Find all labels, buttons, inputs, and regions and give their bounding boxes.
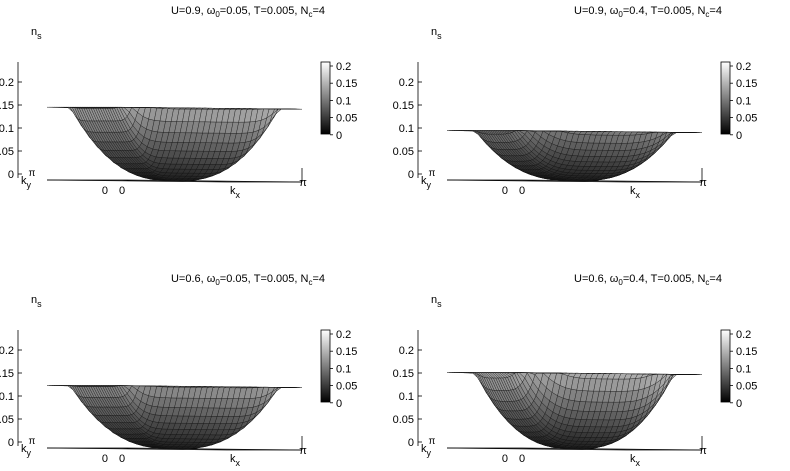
kx-axis-label: kx [630, 453, 641, 466]
kx-tick-0: 0 [519, 453, 525, 465]
ky-tick-pi: π [29, 436, 36, 447]
z-tick-label: 0.1 [0, 123, 14, 135]
z-tick-label: 0.1 [399, 123, 414, 135]
colorbar: 0.2 0.15 0.1 0.05 0 [721, 61, 757, 142]
panel-title: U=0.6, ω0=0.4, T=0.005, Nc=4 [574, 273, 722, 287]
surface-panel-1: U=0.9, ω0=0.05, T=0.005, Nc=40.20.150.10… [0, 5, 357, 200]
kx-tick-pi: π [699, 445, 707, 457]
colorbar-gradient [721, 330, 730, 402]
colorbar-tick-label: 0.05 [736, 113, 757, 125]
colorbar-tick-label: 0.1 [736, 95, 751, 107]
z-tick-label: 0.05 [0, 146, 14, 158]
z-tick-label: 0.05 [393, 146, 414, 158]
ky-tick-0: 0 [102, 453, 108, 465]
colorbar-tick-label: 0 [736, 130, 742, 142]
z-tick-label: 0.05 [0, 414, 14, 426]
kx-tick-pi: π [699, 177, 707, 189]
z-tick-label: 0.1 [0, 391, 14, 403]
z-axis-label: ns [31, 26, 42, 41]
kx-tick-0: 0 [119, 185, 125, 197]
z-tick-label: 0.2 [399, 77, 414, 89]
ky-tick-pi: π [429, 436, 436, 447]
kx-axis-label: kx [230, 185, 241, 200]
colorbar-tick-label: 0.15 [736, 78, 757, 90]
ky-tick-pi: π [429, 168, 436, 179]
surface-mesh [47, 386, 302, 449]
colorbar: 0.2 0.15 0.1 0.05 0 [321, 61, 357, 142]
colorbar-tick-label: 0.05 [336, 113, 357, 125]
z-tick-label: 0 [408, 169, 414, 181]
colorbar-tick-label: 0.1 [736, 363, 751, 375]
z-axis-label: ns [431, 26, 442, 41]
z-tick-label: 0.2 [399, 345, 414, 357]
colorbar-tick-label: 0.2 [736, 61, 751, 73]
surface-panel-3: U=0.6, ω0=0.05, T=0.005, Nc=40.20.150.10… [0, 273, 357, 466]
panel-title: U=0.6, ω0=0.05, T=0.005, Nc=4 [171, 273, 325, 287]
z-tick-label: 0 [408, 437, 414, 449]
surface-mesh [47, 107, 302, 181]
colorbar-tick-label: 0.15 [736, 346, 757, 358]
surface-panel-4: U=0.6, ω0=0.4, T=0.005, Nc=40.20.150.10.… [393, 273, 758, 466]
kx-axis-label: kx [230, 453, 241, 466]
z-tick-label: 0.15 [393, 100, 414, 112]
colorbar-tick-label: 0 [336, 130, 342, 142]
z-tick-label: 0.2 [0, 77, 14, 89]
colorbar-tick-label: 0.15 [336, 78, 357, 90]
colorbar-tick-label: 0.05 [336, 381, 357, 393]
kx-tick-0: 0 [119, 453, 125, 465]
z-tick-label: 0.15 [0, 368, 14, 380]
colorbar-tick-label: 0.05 [736, 381, 757, 393]
colorbar-tick-label: 0.1 [336, 363, 351, 375]
kx-axis-label: kx [630, 185, 641, 200]
colorbar-tick-label: 0.2 [736, 329, 751, 341]
colorbar: 0.2 0.15 0.1 0.05 0 [321, 329, 357, 410]
colorbar-gradient [321, 62, 330, 134]
z-tick-label: 0 [8, 437, 14, 449]
z-tick-label: 0 [8, 169, 14, 181]
z-tick-label: 0.15 [0, 100, 14, 112]
surface-mesh [447, 131, 702, 181]
colorbar-gradient [721, 62, 730, 134]
panel-title: U=0.9, ω0=0.05, T=0.005, Nc=4 [171, 5, 325, 19]
surface-panel-2: U=0.9, ω0=0.4, T=0.005, Nc=40.20.150.10.… [393, 5, 758, 200]
kx-tick-pi: π [299, 445, 307, 457]
z-tick-label: 0.1 [399, 391, 414, 403]
z-axis-label: ns [31, 294, 42, 309]
colorbar-gradient [321, 330, 330, 402]
colorbar-tick-label: 0.2 [336, 61, 351, 73]
kx-tick-0: 0 [519, 185, 525, 197]
colorbar-tick-label: 0 [336, 398, 342, 410]
ky-tick-pi: π [29, 168, 36, 179]
z-tick-label: 0.15 [393, 368, 414, 380]
colorbar-tick-label: 0.1 [336, 95, 351, 107]
kx-tick-pi: π [299, 177, 307, 189]
ky-tick-0: 0 [102, 185, 108, 197]
ky-tick-0: 0 [502, 453, 508, 465]
z-tick-label: 0.2 [0, 345, 14, 357]
colorbar: 0.2 0.15 0.1 0.05 0 [721, 329, 757, 410]
colorbar-tick-label: 0.2 [336, 329, 351, 341]
surface-mesh [447, 373, 702, 449]
z-tick-label: 0.05 [393, 414, 414, 426]
colorbar-tick-label: 0.15 [336, 346, 357, 358]
ky-tick-0: 0 [502, 185, 508, 197]
z-axis-label: ns [431, 294, 442, 309]
colorbar-tick-label: 0 [736, 398, 742, 410]
panel-title: U=0.9, ω0=0.4, T=0.005, Nc=4 [574, 5, 722, 19]
